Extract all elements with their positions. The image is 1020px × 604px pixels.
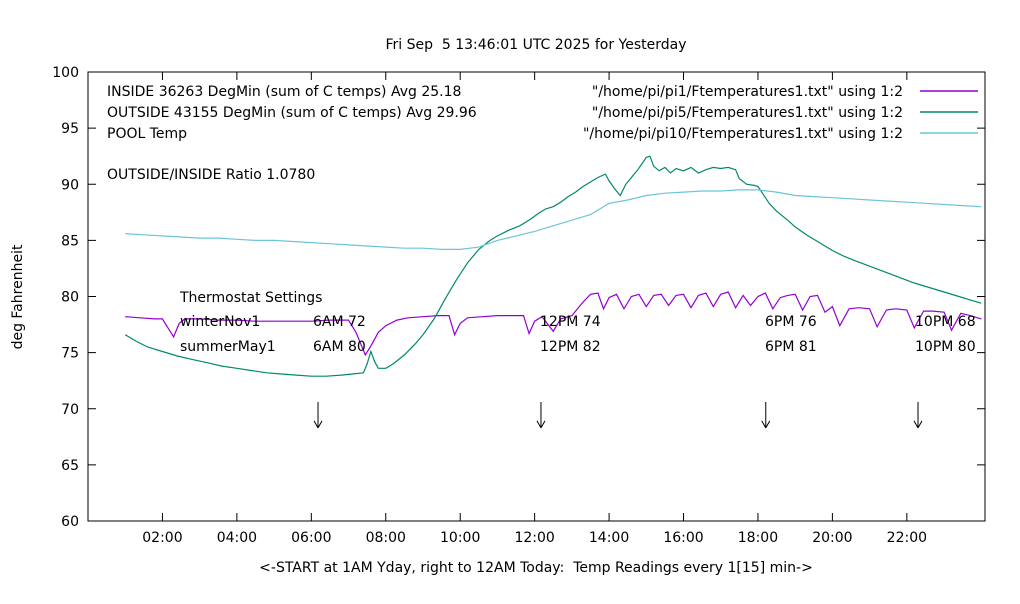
y-tick-label: 90 <box>61 177 79 193</box>
thermostat-cell: 6AM 72 <box>313 314 366 330</box>
y-tick-label: 65 <box>61 458 79 474</box>
legend-file-inside: "/home/pi/pi1/Ftemperatures1.txt" using … <box>592 84 903 100</box>
series-inside-line <box>125 291 982 357</box>
x-tick-label: 08:00 <box>366 530 406 546</box>
series-pool-line <box>125 189 982 250</box>
thermostat-cell: summerMay1 <box>180 339 276 355</box>
legend-label-outside: OUTSIDE 43155 DegMin (sum of C temps) Av… <box>107 105 477 121</box>
thermostat-time-arrow <box>536 402 546 429</box>
thermostat-time-arrow <box>761 402 771 429</box>
x-tick-label: 04:00 <box>217 530 257 546</box>
y-tick-label: 85 <box>61 233 79 249</box>
series-outside-line <box>124 155 982 377</box>
thermostat-settings: Thermostat Settings winterNov1 6AM 72 12… <box>179 290 976 355</box>
thermostat-title: Thermostat Settings <box>179 290 322 306</box>
y-axis-label: deg Fahrenheit <box>10 244 26 349</box>
x-tick-label: 16:00 <box>663 530 703 546</box>
y-tick-label: 75 <box>61 346 79 362</box>
thermostat-cell: 12PM 74 <box>540 314 601 330</box>
thermostat-cell: 6PM 81 <box>765 339 817 355</box>
thermostat-cell: 10PM 80 <box>915 339 976 355</box>
ratio-annotation: OUTSIDE/INSIDE Ratio 1.0780 <box>107 167 315 183</box>
y-tick-label: 70 <box>61 402 79 418</box>
thermostat-time-arrow <box>913 402 923 429</box>
chart-title: Fri Sep 5 13:46:01 UTC 2025 for Yesterda… <box>385 37 686 53</box>
x-tick-label: 20:00 <box>812 530 852 546</box>
legend-file-pool: "/home/pi/pi10/Ftemperatures1.txt" using… <box>583 126 903 142</box>
x-tick-label: 14:00 <box>589 530 629 546</box>
y-tick-label: 95 <box>61 121 79 137</box>
legend-label-pool: POOL Temp <box>107 126 187 142</box>
x-tick-label: 22:00 <box>887 530 927 546</box>
x-axis-label: <-START at 1AM Yday, right to 12AM Today… <box>259 560 813 576</box>
x-tick-label: 02:00 <box>142 530 182 546</box>
y-tick-label: 100 <box>52 65 79 81</box>
x-tick-label: 06:00 <box>291 530 331 546</box>
thermostat-cell: 6AM 80 <box>313 339 366 355</box>
thermostat-time-arrow <box>313 402 323 429</box>
thermostat-cell: 10PM 68 <box>915 314 976 330</box>
legend-label-inside: INSIDE 36263 DegMin (sum of C temps) Avg… <box>107 84 461 100</box>
x-tick-label: 12:00 <box>514 530 554 546</box>
thermostat-cell: 12PM 82 <box>540 339 601 355</box>
thermostat-cell: 6PM 76 <box>765 314 817 330</box>
x-tick-label: 18:00 <box>738 530 778 546</box>
thermostat-cell: winterNov1 <box>180 314 260 330</box>
y-tick-label: 80 <box>61 290 79 306</box>
generated-plot-layer: 02:00 04:00 06:00 08:00 10:00 12:00 14:00 16:00… <box>52 65 985 546</box>
y-tick-label: 60 <box>61 514 79 530</box>
legend-file-outside: "/home/pi/pi5/Ftemperatures1.txt" using … <box>592 105 903 121</box>
legend: INSIDE 36263 DegMin (sum of C temps) Avg… <box>107 84 978 142</box>
x-tick-label: 10:00 <box>440 530 480 546</box>
